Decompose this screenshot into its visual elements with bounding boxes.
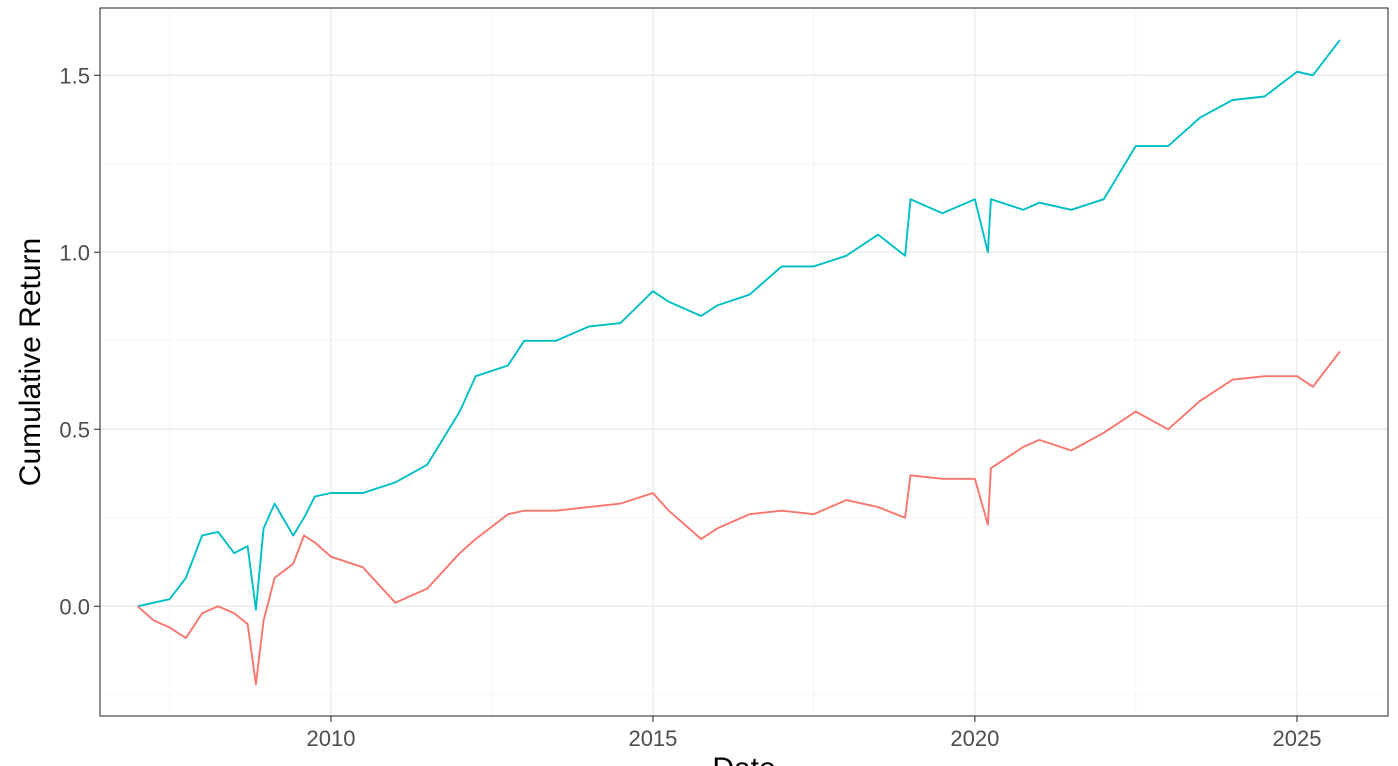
y-tick-label: 1.0 [59,240,90,265]
y-tick-label: 0.0 [59,594,90,619]
x-tick-label: 2015 [628,726,677,751]
x-tick-label: 2010 [306,726,355,751]
x-tick-label: 2025 [1273,726,1322,751]
axis-ticks [94,74,1298,722]
y-tick-label: 0.5 [59,417,90,442]
y-tick-label: 1.5 [59,63,90,88]
x-tick-label: 2020 [950,726,999,751]
plot-panel-border [99,7,1389,717]
tick-labels: 2010 2015 2020 2025 0.0 0.5 1.0 1.5 [59,63,1321,751]
series-line-2 [137,350,1341,686]
series-line-1 [137,39,1341,611]
y-axis-title: Cumulative Return [14,238,47,486]
series-lines [137,39,1341,686]
grid-lines [100,8,1388,716]
x-axis-title: Date [712,752,775,766]
